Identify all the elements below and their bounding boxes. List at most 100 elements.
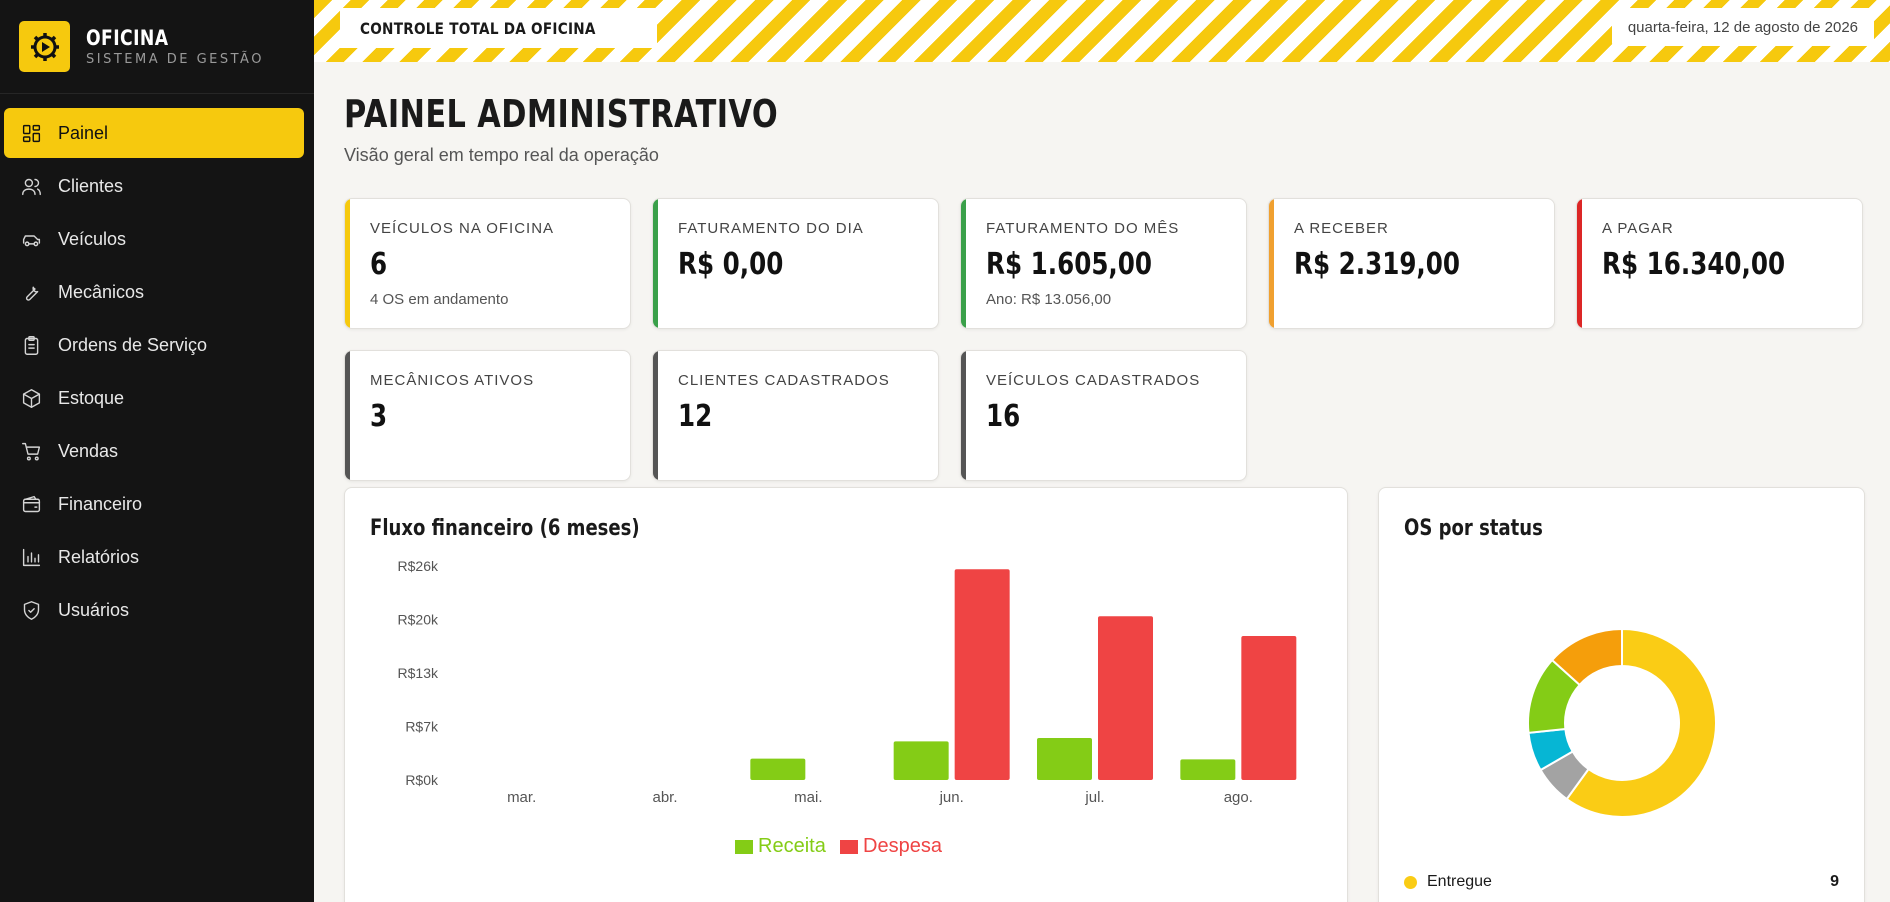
kpi-card: A PAGAR R$ 16.340,00 [1576, 198, 1863, 329]
brand-name: OFICINA [86, 26, 169, 50]
legend-receita[interactable]: Receita [735, 835, 826, 858]
bar-despesa-jun[interactable] [954, 569, 1010, 780]
dashboard-icon [22, 124, 41, 142]
x-tick-label: mai. [794, 789, 822, 806]
bar-despesa-ago[interactable] [1241, 635, 1297, 780]
sidebar-item-label: Financeiro [58, 493, 143, 514]
legend-label: Receita [758, 835, 826, 857]
bar-chart-icon [22, 548, 41, 566]
kpi-accent-bar [345, 351, 350, 480]
sidebar-item-ordens-de-servico[interactable]: Ordens de Serviço [4, 320, 304, 370]
kpi-label: MECÂNICOS ATIVOS [370, 372, 535, 389]
kpi-label: FATURAMENTO DO MÊS [986, 220, 1180, 237]
kpi-card: CLIENTES CADASTRADOS 12 [652, 350, 939, 481]
shield-icon [23, 600, 40, 620]
legend-swatch [735, 839, 753, 854]
kpi-label: CLIENTES CADASTRADOS [678, 372, 890, 389]
sidebar-item-label: Ordens de Serviço [58, 334, 208, 355]
gear-logo-icon [19, 21, 70, 72]
sidebar-item-label: Mecânicos [58, 281, 145, 302]
sidebar-item-estoque[interactable]: Estoque [4, 373, 304, 423]
kpi-subtext: Ano: R$ 13.056,00 [986, 291, 1112, 308]
donut-slice[interactable] [1550, 627, 1623, 687]
sidebar-nav: Painel Clientes Veículos Mecânicos Ordens de… [0, 94, 314, 635]
kpi-accent-bar [653, 351, 658, 480]
kpi-card: FATURAMENTO DO MÊS R$ 1.605,00 Ano: R$ 13.… [960, 198, 1247, 329]
kpi-value: 3 [370, 399, 388, 434]
kpi-value: R$ 2.319,00 [1294, 247, 1461, 282]
kpi-label: VEÍCULOS CADASTRADOS [986, 372, 1201, 389]
sidebar: OFICINA SISTEMA DE GESTÃO Painel Clientes… [0, 0, 314, 902]
sidebar-item-painel[interactable]: Painel [4, 108, 304, 158]
kpi-label: VEÍCULOS NA OFICINA [370, 220, 555, 237]
y-tick-label: R$13k [398, 665, 439, 681]
x-tick-label: mar. [507, 789, 536, 806]
sidebar-item-clientes[interactable]: Clientes [4, 161, 304, 211]
car-icon [22, 234, 41, 246]
sidebar-item-mecanicos[interactable]: Mecânicos [4, 267, 304, 317]
sidebar-item-label: Painel [58, 122, 109, 143]
legend-swatch [840, 839, 858, 854]
donut-slice[interactable] [1565, 627, 1717, 818]
page-title: PAINEL ADMINISTRATIVO [344, 92, 779, 136]
bar-despesa-jul[interactable] [1098, 616, 1153, 780]
sidebar-item-vendas[interactable]: Vendas [4, 426, 304, 476]
sidebar-item-label: Vendas [58, 440, 119, 461]
kpi-subtext: 4 OS em andamento [370, 291, 509, 308]
sidebar-item-relatorios[interactable]: Relatórios [4, 532, 304, 582]
sidebar-item-veiculos[interactable]: Veículos [4, 214, 304, 264]
x-tick-label: ago. [1224, 789, 1253, 806]
kpi-accent-bar [961, 351, 966, 480]
kpi-accent-bar [1269, 199, 1274, 328]
kpi-accent-bar [653, 199, 658, 328]
users-icon [22, 178, 41, 195]
sidebar-item-financeiro[interactable]: Financeiro [4, 479, 304, 529]
clipboard-icon [24, 335, 39, 355]
legend-label: Despesa [863, 835, 942, 857]
y-tick-label: R$0k [405, 772, 439, 788]
status-legend-item[interactable]: Entregue 9 [1404, 873, 1839, 891]
kpi-accent-bar [1577, 199, 1582, 328]
sidebar-item-label: Veículos [58, 228, 127, 249]
cashflow-title: Fluxo financeiro (6 meses) [370, 516, 640, 541]
status-donut-chart [1527, 627, 1717, 818]
sidebar-item-usuarios[interactable]: Usuários [4, 585, 304, 635]
bar-receita-jul[interactable] [1037, 738, 1092, 780]
bar-receita-mai[interactable] [750, 758, 806, 780]
page-subtitle: Visão geral em tempo real da operação [344, 145, 659, 165]
kpi-card: VEÍCULOS NA OFICINA 6 4 OS em andamento [344, 198, 631, 329]
x-tick-label: abr. [652, 789, 677, 806]
kpi-card: VEÍCULOS CADASTRADOS 16 [960, 350, 1247, 481]
brand-subtitle: SISTEMA DE GESTÃO [86, 52, 264, 67]
topbar-title: CONTROLE TOTAL DA OFICINA [340, 8, 658, 48]
bar-receita-jun[interactable] [893, 741, 949, 780]
bar-receita-ago[interactable] [1180, 759, 1236, 780]
box-icon [22, 388, 41, 408]
x-tick-label: jun. [939, 789, 964, 806]
kpi-card: FATURAMENTO DO DIA R$ 0,00 [652, 198, 939, 329]
x-tick-label: jul. [1084, 789, 1104, 806]
sidebar-item-label: Relatórios [58, 546, 140, 567]
kpi-value: R$ 1.605,00 [986, 247, 1153, 282]
kpi-value: 6 [370, 247, 388, 282]
y-tick-label: R$26k [398, 558, 439, 574]
sidebar-item-label: Estoque [58, 387, 125, 408]
kpi-card: MECÂNICOS ATIVOS 3 [344, 350, 631, 481]
cashflow-chart: R$0k R$7k R$13k R$20k R$26k mar. abr. mai. jun. j… [398, 558, 1297, 806]
kpi-label: FATURAMENTO DO DIA [678, 220, 864, 237]
wallet-icon [22, 495, 41, 512]
status-title: OS por status [1404, 516, 1543, 541]
kpi-accent-bar [345, 199, 350, 328]
y-tick-label: R$7k [405, 719, 439, 735]
legend-despesa[interactable]: Despesa [840, 835, 942, 858]
kpi-label: A PAGAR [1602, 220, 1674, 237]
kpi-value: 12 [678, 399, 713, 434]
y-tick-label: R$20k [398, 612, 439, 628]
status-name: Entregue [1427, 873, 1492, 890]
current-date: quarta-feira, 12 de agosto de 2026 [1611, 8, 1874, 46]
status-dot [1404, 875, 1417, 889]
topbar: CONTROLE TOTAL DA OFICINA quarta-feira, … [314, 0, 1890, 62]
cart-icon [22, 442, 41, 461]
kpi-value: R$ 16.340,00 [1602, 247, 1786, 282]
wrench-icon [25, 286, 39, 301]
